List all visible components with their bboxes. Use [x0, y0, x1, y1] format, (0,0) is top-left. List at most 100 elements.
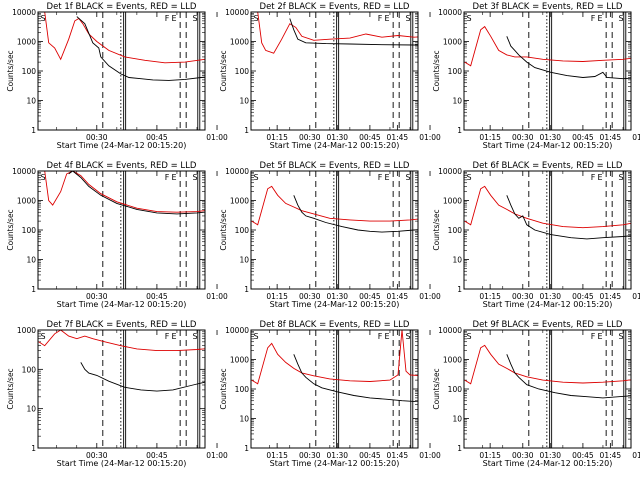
- x-tick-label: 01:00: [419, 133, 441, 142]
- x-axis-label: Start Time (24-Mar-12 00:15:20): [270, 300, 400, 309]
- x-tick-label: 00:45: [572, 133, 594, 142]
- plot-frame: [37, 170, 206, 290]
- saa-marker: S: [192, 332, 197, 341]
- x-axis-label: Start Time (24-Mar-12 00:15:20): [483, 141, 613, 150]
- y-axis-label: Counts/sec: [432, 368, 441, 409]
- saa-marker: F: [378, 332, 383, 341]
- y-axis-label: Counts/sec: [219, 209, 228, 250]
- saa-marker: S: [618, 332, 623, 341]
- saa-marker: E: [384, 332, 389, 341]
- y-tick-label: 100: [235, 67, 250, 76]
- x-tick-label: 01:00: [419, 292, 441, 301]
- saa-marker: F: [591, 14, 596, 23]
- panel-8: Det 8f BLACK = Events, RED = LLD11010010…: [219, 320, 621, 468]
- y-tick-label: 1000: [230, 197, 249, 206]
- y-tick-label: 1000: [17, 38, 36, 47]
- y-tick-label: 100: [22, 67, 37, 76]
- y-tick-label: 100: [235, 226, 250, 235]
- y-axis-label: Counts/sec: [219, 50, 228, 91]
- plot-frame: [463, 170, 632, 290]
- y-axis-label: Counts/sec: [219, 368, 228, 409]
- plot-frame: [250, 11, 419, 131]
- y-axis-label: Counts/sec: [6, 209, 15, 250]
- y-axis-label: Counts/sec: [432, 209, 441, 250]
- saa-marker: S: [618, 14, 623, 23]
- panel-title: Det 5f BLACK = Events, RED = LLD: [260, 161, 410, 171]
- saa-marker: F: [591, 173, 596, 182]
- panel-5: Det 5f BLACK = Events, RED = LLD 1 10 100 10…: [219, 161, 621, 309]
- lld-series-red: [464, 344, 631, 385]
- y-tick-label: 1: [457, 126, 462, 135]
- panel-2: Det 2f BLACK = Events, RED = LLD11010010…: [219, 2, 621, 150]
- x-tick-label: 01:15: [266, 451, 288, 460]
- y-tick-label: 1: [31, 126, 36, 135]
- x-tick-label: 00:30: [86, 133, 108, 142]
- events-series-black: [293, 354, 418, 402]
- x-tick-label: 01:30: [539, 292, 561, 301]
- panel-title: Det 4f BLACK = Events, RED = LLD: [47, 161, 197, 171]
- y-tick-label: 10: [239, 97, 249, 106]
- series-group: [251, 330, 418, 402]
- y-tick-label: 1: [457, 444, 462, 453]
- x-axis-label: Start Time (24-Mar-12 00:15:20): [483, 300, 613, 309]
- plot-frame: [463, 11, 632, 131]
- saa-marker: E: [384, 173, 389, 182]
- x-tick-label: 00:45: [359, 451, 381, 460]
- x-tick-label: 01:15: [479, 292, 501, 301]
- series-group: [257, 12, 418, 54]
- panel-title: Det 9f BLACK = Events, RED = LLD: [473, 320, 623, 330]
- x-axis-label: Start Time (24-Mar-12 00:15:20): [57, 459, 187, 468]
- lld-series-red: [251, 330, 418, 385]
- plot-frame: [250, 170, 419, 290]
- x-tick-label: 01:45: [600, 451, 622, 460]
- plot-frame: [37, 329, 206, 449]
- x-tick-label: 01:00: [632, 292, 640, 301]
- saa-marker: S: [618, 173, 623, 182]
- x-tick-label: 01:00: [632, 451, 640, 460]
- y-tick-label: 1000: [443, 356, 462, 365]
- panel-9: Det 9f BLACK = Events, RED = LLD 1 10 100 10…: [432, 320, 640, 468]
- events-series-black: [506, 354, 631, 399]
- x-tick-label: 01:00: [419, 451, 441, 460]
- y-tick-label: 1: [244, 285, 249, 294]
- y-tick-label: 10000: [225, 167, 249, 176]
- x-tick-label: 01:30: [326, 451, 348, 460]
- saa-marker: E: [384, 14, 389, 23]
- y-tick-label: 10000: [225, 8, 249, 17]
- x-axis-label: Start Time (24-Mar-12 00:15:20): [270, 141, 400, 150]
- panel-title: Det 1f BLACK = Events, RED = LLD: [47, 2, 197, 12]
- events-series-black: [506, 36, 631, 80]
- y-tick-label: 100: [22, 365, 37, 374]
- lld-series-red: [44, 171, 205, 213]
- y-tick-label: 10: [239, 256, 249, 265]
- lld-series-red: [44, 12, 205, 64]
- saa-marker: S: [253, 332, 258, 341]
- saa-marker: F: [591, 332, 596, 341]
- panel-title: Det 8f BLACK = Events, RED = LLD: [260, 320, 410, 330]
- x-tick-label: 00:30: [86, 292, 108, 301]
- x-tick-label: 01:45: [600, 292, 622, 301]
- panel-title: Det 2f BLACK = Events, RED = LLD: [260, 2, 410, 12]
- saa-marker: E: [597, 14, 602, 23]
- saa-marker: S: [192, 173, 197, 182]
- y-axis-label: Counts/sec: [6, 50, 15, 91]
- panel-title: Det 3f BLACK = Events, RED = LLD: [473, 2, 623, 12]
- lld-series-red: [464, 185, 631, 229]
- lld-series-red: [38, 330, 205, 352]
- x-tick-label: 01:45: [387, 292, 409, 301]
- x-axis-label: Start Time (24-Mar-12 00:15:20): [483, 459, 613, 468]
- saa-marker: E: [171, 14, 176, 23]
- saa-marker: S: [40, 332, 45, 341]
- y-tick-label: 10: [26, 97, 36, 106]
- x-tick-label: 00:30: [512, 292, 534, 301]
- y-tick-label: 1: [244, 126, 249, 135]
- x-tick-label: 00:45: [572, 292, 594, 301]
- x-tick-label: 00:45: [146, 292, 168, 301]
- saa-marker: S: [466, 332, 471, 341]
- events-series-black: [506, 195, 631, 240]
- series-group: [251, 185, 418, 233]
- x-tick-label: 01:45: [600, 133, 622, 142]
- saa-marker: F: [165, 14, 170, 23]
- saa-marker: E: [597, 173, 602, 182]
- y-tick-label: 10: [452, 97, 462, 106]
